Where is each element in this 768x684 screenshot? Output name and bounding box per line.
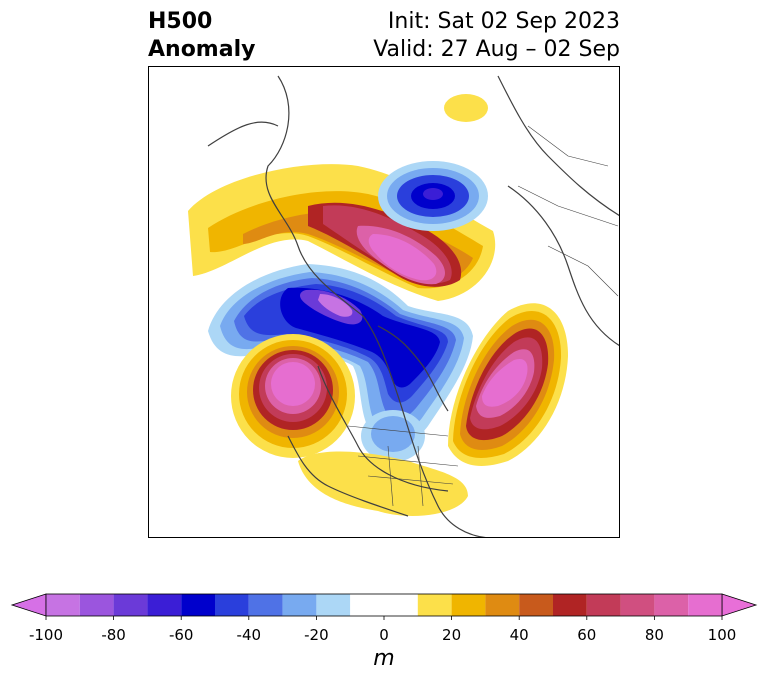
colorbar-level-13 [519,594,553,616]
colorbar-level-6 [248,594,283,616]
colorbar-tick-label: -100 [28,626,64,644]
positive-anomaly-south [298,94,488,516]
colorbar-tick-label: -20 [304,626,329,644]
colorbar-level-18 [688,594,722,616]
colorbar-tick-label: 40 [509,626,529,644]
colorbar-unit-label: m [373,646,395,671]
map-canvas [148,66,620,538]
colorbar-level-17 [654,594,689,616]
colorbar-level-0 [46,594,80,616]
negative-anomaly-north [378,161,488,231]
map-dates: Init: Sat 02 Sep 2023 Valid: 27 Aug – 02… [373,8,620,64]
colorbar-level-7 [282,594,317,616]
title-variable: H500 [148,9,213,34]
negative-anomaly-south [361,410,425,462]
colorbar-level-3 [147,594,182,616]
negative-anomaly-trough [208,264,473,445]
coastlines [207,75,620,538]
colorbar-level-15 [586,594,621,616]
positive-anomaly-east [448,303,568,466]
map-border [148,66,620,538]
colorbar-tick-label: 60 [577,626,597,644]
colorbar-tick-label: 100 [707,626,737,644]
country-borders [347,125,619,507]
colorbar-level-9 [350,594,418,616]
colorbar-max-extension [721,593,758,617]
colorbar-tick-label: 80 [644,626,664,644]
colorbar-level-5 [215,594,249,616]
colorbar-level-12 [485,594,520,616]
colorbar-level-14 [553,594,587,616]
colorbar-level-16 [620,594,655,616]
colorbar [0,588,768,684]
colorbar-level-11 [451,594,486,616]
colorbar-level-1 [79,594,114,616]
colorbar-tick-label: 0 [379,626,389,644]
anomaly-shading [188,94,568,516]
colorbar-tick-label: -80 [101,626,126,644]
colorbar-level-2 [113,594,148,616]
colorbar-tick-label: -60 [168,626,194,644]
title-anomaly: Anomaly [148,37,256,62]
colorbar-level-8 [316,594,351,616]
colorbar-tick-label: -40 [236,626,262,644]
positive-anomaly-west [231,334,355,458]
map-title: H500 Anomaly [148,8,255,64]
anomaly-map [148,66,620,538]
valid-range: Valid: 27 Aug – 02 Sep [373,37,620,62]
colorbar-level-4 [181,594,215,616]
colorbar-svg [10,593,758,620]
init-date: Init: Sat 02 Sep 2023 [387,9,620,34]
colorbar-level-10 [417,594,452,616]
colorbar-tick-label: 20 [442,626,462,644]
colorbar-min-extension [10,593,47,617]
